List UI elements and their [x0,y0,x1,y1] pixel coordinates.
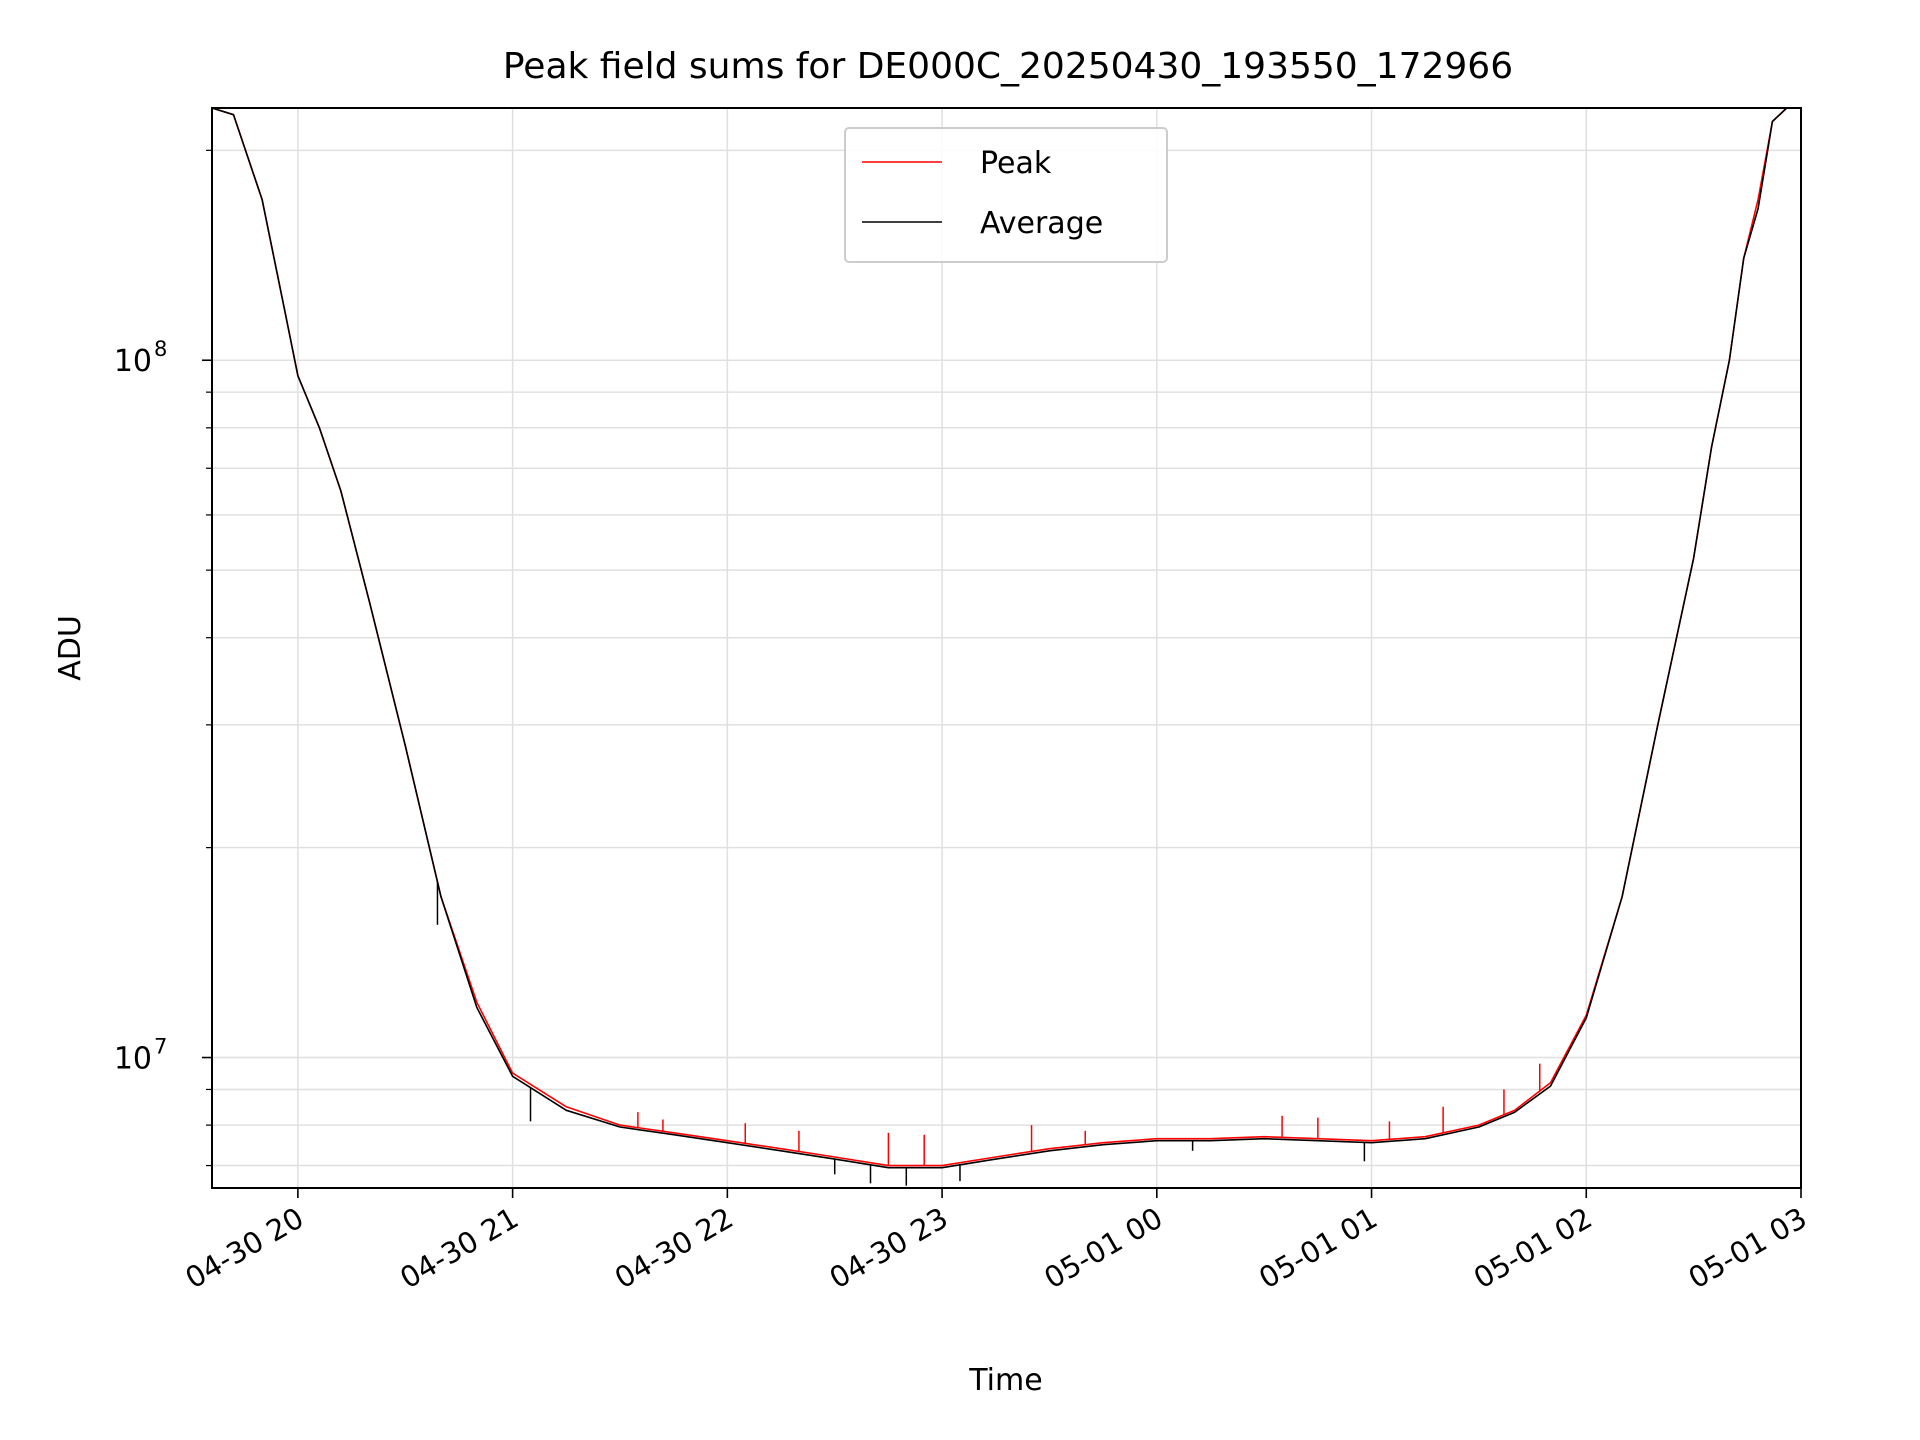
series-layer [211,107,1788,1186]
y-tick-exponent: 8 [154,337,167,361]
y-tick-label: 10 [114,344,152,379]
chart-title: Peak field sums for DE000C_20250430_1935… [503,46,1513,87]
legend-peak-label: Peak [980,146,1052,181]
legend: Peak Average [844,127,1168,263]
x-axis-label: Time [968,1363,1042,1398]
y-tick-label: 10 [114,1042,152,1077]
plot-frame [211,107,1802,1189]
series-line-average [211,107,1788,1169]
series-average [211,107,1788,1186]
y-axis-label: ADU [53,615,88,681]
y-tick-exponent: 7 [154,1035,167,1059]
legend-average-label: Average [980,206,1103,241]
